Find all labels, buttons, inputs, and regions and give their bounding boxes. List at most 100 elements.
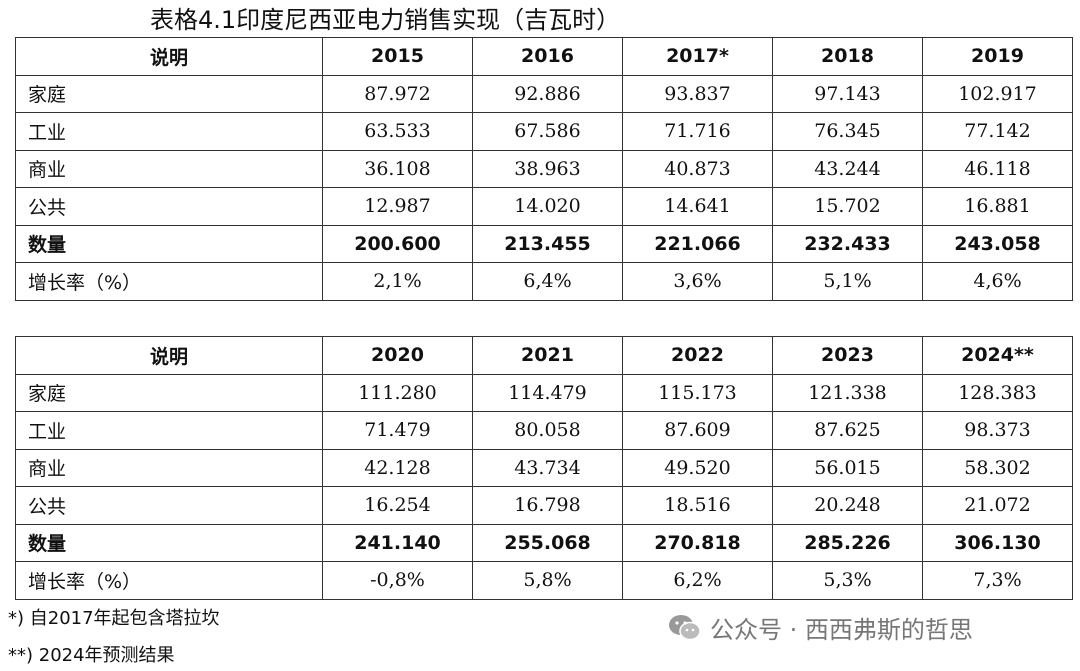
table-cell: 16.798	[472, 486, 623, 525]
table-cell: 67.586	[472, 112, 623, 151]
table-cell: 14.020	[472, 187, 623, 226]
table-cell: 98.373	[922, 411, 1073, 450]
table-cell: 87.609	[622, 411, 773, 450]
table-cell: 4,6%	[922, 262, 1073, 301]
row-label: 家庭	[15, 74, 323, 113]
header-row: 说明 2020 2021 2022 2023 2024**	[15, 336, 1073, 375]
table-cell: 6,2%	[622, 561, 773, 600]
table-cell: 40.873	[622, 149, 773, 188]
header-cell: 2017*	[622, 37, 773, 76]
table-cell: 7,3%	[922, 561, 1073, 600]
row-label: 公共	[15, 187, 323, 226]
table-cell: 285.226	[772, 523, 923, 562]
table-cell: 102.917	[922, 74, 1073, 113]
table-row: 公共 16.254 16.798 18.516 20.248 21.072	[15, 486, 1073, 525]
table-cell: 38.963	[472, 149, 623, 188]
row-label: 增长率（%）	[15, 262, 323, 301]
table-cell: 5,1%	[772, 262, 923, 301]
header-cell: 说明	[15, 336, 323, 375]
table-cell: 43.734	[472, 448, 623, 487]
table-cell: 87.972	[322, 74, 473, 113]
table-cell: 92.886	[472, 74, 623, 113]
table-cell: 2,1%	[322, 262, 473, 301]
table-cell: 16.254	[322, 486, 473, 525]
header-cell: 说明	[15, 37, 323, 76]
header-cell: 2020	[322, 336, 473, 375]
table-cell: 306.130	[922, 523, 1073, 562]
table-cell: 241.140	[322, 523, 473, 562]
table-row: 家庭 87.972 92.886 93.837 97.143 102.917	[15, 74, 1073, 113]
header-cell: 2024**	[922, 336, 1073, 375]
table-row: 工业 71.479 80.058 87.609 87.625 98.373	[15, 411, 1073, 450]
table-cell: 270.818	[622, 523, 773, 562]
table-cell: 63.533	[322, 112, 473, 151]
table-cell: 5,3%	[772, 561, 923, 600]
table-cell: 71.479	[322, 411, 473, 450]
table-title: 表格4.1印度尼西亚电力销售实现（吉瓦时）	[150, 6, 621, 34]
total-row: 数量 200.600 213.455 221.066 232.433 243.0…	[15, 224, 1073, 263]
table-cell: 42.128	[322, 448, 473, 487]
table-cell: 87.625	[772, 411, 923, 450]
table-cell: 58.302	[922, 448, 1073, 487]
growth-row: 增长率（%） 2,1% 6,4% 3,6% 5,1% 4,6%	[15, 262, 1073, 301]
table-cell: 243.058	[922, 224, 1073, 263]
table-cell: -0,8%	[322, 561, 473, 600]
table-cell: 77.142	[922, 112, 1073, 151]
table-cell: 46.118	[922, 149, 1073, 188]
row-label: 增长率（%）	[15, 561, 323, 600]
footnote-forecast: **) 2024年预测结果	[8, 645, 175, 666]
table-cell: 115.173	[622, 373, 773, 412]
table-cell: 76.345	[772, 112, 923, 151]
table-cell: 21.072	[922, 486, 1073, 525]
footnote-tarakan: *) 自2017年起包含塔拉坎	[8, 608, 220, 629]
table-cell: 221.066	[622, 224, 773, 263]
table-cell: 36.108	[322, 149, 473, 188]
table-cell: 15.702	[772, 187, 923, 226]
row-label: 家庭	[15, 373, 323, 412]
header-cell: 2022	[622, 336, 773, 375]
row-label: 数量	[15, 224, 323, 263]
header-cell: 2021	[472, 336, 623, 375]
table-cell: 5,8%	[472, 561, 623, 600]
sales-table-2020-2024: 说明 2020 2021 2022 2023 2024** 家庭 111.280…	[15, 336, 1073, 600]
table-cell: 213.455	[472, 224, 623, 263]
table-row: 商业 42.128 43.734 49.520 56.015 58.302	[15, 448, 1073, 487]
table-cell: 6,4%	[472, 262, 623, 301]
table-cell: 43.244	[772, 149, 923, 188]
total-row: 数量 241.140 255.068 270.818 285.226 306.1…	[15, 523, 1073, 562]
table-cell: 111.280	[322, 373, 473, 412]
table-cell: 255.068	[472, 523, 623, 562]
watermark: 公众号 · 西西弗斯的哲思	[668, 610, 973, 645]
table-cell: 128.383	[922, 373, 1073, 412]
table-cell: 3,6%	[622, 262, 773, 301]
table-cell: 93.837	[622, 74, 773, 113]
table-cell: 80.058	[472, 411, 623, 450]
header-cell: 2023	[772, 336, 923, 375]
header-cell: 2018	[772, 37, 923, 76]
table-cell: 56.015	[772, 448, 923, 487]
table-cell: 232.433	[772, 224, 923, 263]
row-label: 数量	[15, 523, 323, 562]
header-cell: 2015	[322, 37, 473, 76]
table-cell: 14.641	[622, 187, 773, 226]
sales-table-2015-2019: 说明 2015 2016 2017* 2018 2019 家庭 87.972 9…	[15, 37, 1073, 301]
row-label: 工业	[15, 411, 323, 450]
row-label: 商业	[15, 149, 323, 188]
table-row: 公共 12.987 14.020 14.641 15.702 16.881	[15, 187, 1073, 226]
watermark-text: 公众号 · 西西弗斯的哲思	[710, 616, 973, 644]
header-row: 说明 2015 2016 2017* 2018 2019	[15, 37, 1073, 76]
row-label: 公共	[15, 486, 323, 525]
table-cell: 114.479	[472, 373, 623, 412]
table-cell: 20.248	[772, 486, 923, 525]
row-label: 商业	[15, 448, 323, 487]
table-row: 家庭 111.280 114.479 115.173 121.338 128.3…	[15, 373, 1073, 412]
header-cell: 2016	[472, 37, 623, 76]
table-row: 工业 63.533 67.586 71.716 76.345 77.142	[15, 112, 1073, 151]
table-cell: 49.520	[622, 448, 773, 487]
table-cell: 200.600	[322, 224, 473, 263]
header-cell: 2019	[922, 37, 1073, 76]
table-cell: 18.516	[622, 486, 773, 525]
table-row: 商业 36.108 38.963 40.873 43.244 46.118	[15, 149, 1073, 188]
row-label: 工业	[15, 112, 323, 151]
table-cell: 97.143	[772, 74, 923, 113]
